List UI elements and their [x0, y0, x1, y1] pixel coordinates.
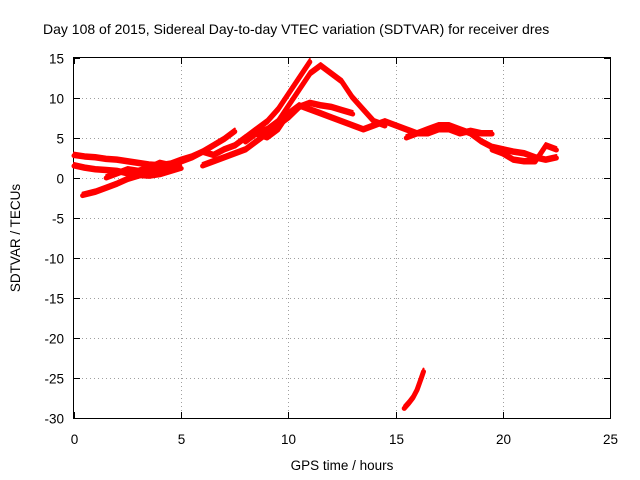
- series-line-4-echo: [105, 58, 311, 176]
- chart-grid: [74, 58, 610, 418]
- axis-ticks: 0 5 10 15 20 25 15 10 5 0 -5 -10 -15 -20 -25 -30: [44, 52, 618, 448]
- y-tick-label: 15: [49, 52, 64, 67]
- x-tick-label: 20: [496, 432, 511, 447]
- x-tick-label: 5: [178, 432, 186, 447]
- series-line-2: [71, 163, 184, 179]
- x-tick-label: 15: [389, 432, 404, 447]
- y-tick-label: -15: [44, 292, 64, 307]
- series-line-3-echo: [81, 162, 172, 194]
- x-tick-label: 25: [603, 432, 618, 447]
- series-line-6-echo: [244, 62, 386, 140]
- series-line-8: [403, 123, 559, 163]
- y-tick-label: 10: [49, 92, 64, 107]
- series-line-9: [489, 143, 559, 165]
- y-tick-label: -5: [52, 212, 64, 227]
- chart-title: Day 108 of 2015, Sidereal Day-to-day VTE…: [43, 21, 549, 37]
- x-tick-label: 10: [281, 432, 296, 447]
- plot-frame: [73, 57, 611, 419]
- series-line-8-echo: [405, 122, 558, 159]
- x-tick-label: 0: [71, 432, 79, 447]
- y-tick-label: -20: [44, 332, 64, 347]
- y-tick-label: -30: [44, 412, 64, 427]
- series-line-10-echo: [403, 367, 425, 407]
- y-axis-label: SDTVAR / TECUs: [8, 184, 23, 293]
- x-axis-label: GPS time / hours: [291, 458, 394, 473]
- series-line-3: [80, 163, 173, 199]
- series-line-7: [232, 103, 495, 149]
- series-line-6: [243, 63, 388, 145]
- y-tick-label: 0: [56, 172, 64, 187]
- series-line-9-echo: [491, 142, 558, 160]
- series-layer: [71, 58, 559, 411]
- y-tick-label: 5: [56, 132, 64, 147]
- y-tick-label: -10: [44, 252, 64, 267]
- y-tick-label: -25: [44, 372, 64, 387]
- series-line-4: [103, 59, 313, 181]
